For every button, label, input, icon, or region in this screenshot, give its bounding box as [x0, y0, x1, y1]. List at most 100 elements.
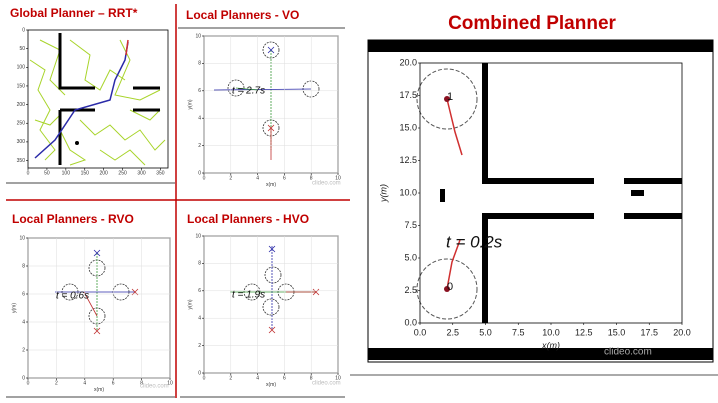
x-axis-label: x(m): [266, 182, 276, 188]
annotation: clideo.com: [312, 381, 341, 387]
x-tick-label: 2.5: [446, 327, 459, 337]
x-axis-label: x(m): [94, 387, 104, 393]
x-tick-label: 15.0: [608, 327, 626, 337]
y-tick-label: 100: [17, 65, 26, 71]
plot-frame: [367, 39, 714, 363]
y-tick-label: 6: [22, 291, 25, 297]
y-tick-label: 250: [17, 121, 26, 127]
x-tick-label: 10: [335, 175, 341, 181]
frame-bar: [368, 40, 713, 52]
y-axis-label: y(m): [187, 99, 193, 109]
panel-title: Combined Planner: [448, 13, 616, 34]
x-tick-label: 5.0: [479, 327, 492, 337]
x-tick-label: 0: [27, 380, 30, 386]
annotation: t = 2.7s: [232, 86, 265, 97]
frame-bar: [368, 348, 713, 360]
x-tick-label: 0.0: [414, 327, 427, 337]
annotation: clideo.com: [604, 347, 652, 358]
y-tick-label: 4: [198, 116, 201, 122]
x-tick-label: 6: [283, 175, 286, 181]
y-tick-label: 200: [17, 102, 26, 108]
combined-scene: [416, 63, 682, 323]
y-tick-label: 0: [198, 170, 201, 176]
y-tick-label: 2: [22, 347, 25, 353]
x-tick-label: 4: [256, 375, 259, 381]
y-tick-label: 4: [22, 319, 25, 325]
y-tick-label: 8: [198, 61, 201, 67]
panel-title: Local Planners - HVO: [187, 212, 309, 226]
y-tick-label: 8: [22, 263, 25, 269]
y-axis-label: y(m): [11, 303, 17, 313]
x-tick-label: 0: [203, 175, 206, 181]
annotation: t = 1.9s: [232, 290, 265, 301]
panel-title: Local Planners - VO: [186, 8, 299, 22]
panel-title: Local Planners - RVO: [12, 212, 134, 226]
x-tick-label: 300: [137, 170, 146, 176]
axes-frame: [27, 29, 169, 169]
rrt-map: [29, 33, 166, 166]
y-tick-label: 350: [17, 158, 26, 164]
x-tick-label: 10: [167, 380, 173, 386]
annotation: 0: [447, 281, 453, 293]
x-tick-label: 7.5: [512, 327, 525, 337]
vo-scene: [213, 41, 320, 160]
x-axis-label: x(m): [541, 340, 560, 350]
x-tick-label: 4: [256, 175, 259, 181]
x-tick-label: 200: [100, 170, 109, 176]
y-tick-label: 5.0: [404, 252, 417, 262]
x-tick-label: 6: [112, 380, 115, 386]
x-tick-label: 8: [140, 380, 143, 386]
x-axis-label: x(m): [266, 382, 276, 388]
annotation: t = 0.6s: [56, 291, 89, 302]
y-tick-label: 20.0: [399, 57, 417, 67]
y-tick-label: 4: [198, 316, 201, 322]
y-tick-label: 2.5: [404, 285, 417, 295]
y-tick-label: 10: [195, 233, 201, 239]
x-tick-label: 8: [310, 375, 313, 381]
y-tick-label: 0.0: [404, 317, 417, 327]
y-tick-label: 50: [19, 46, 25, 52]
x-tick-label: 12.5: [575, 327, 593, 337]
y-tick-label: 0: [22, 27, 25, 33]
annotation: 1: [447, 91, 453, 103]
x-tick-label: 50: [44, 170, 50, 176]
x-tick-label: 0: [27, 170, 30, 176]
x-tick-label: 250: [118, 170, 127, 176]
y-tick-label: 2: [198, 343, 201, 349]
y-tick-label: 12.5: [399, 155, 417, 165]
y-tick-label: 10.0: [399, 187, 417, 197]
annotation: clideo.com: [312, 181, 341, 187]
y-tick-label: 6: [198, 88, 201, 94]
y-tick-label: 8: [198, 261, 201, 267]
x-tick-label: 2: [229, 375, 232, 381]
x-tick-label: 10: [335, 375, 341, 381]
x-tick-label: 17.5: [640, 327, 658, 337]
y-tick-label: 7.5: [404, 220, 417, 230]
y-tick-label: 10: [19, 235, 25, 241]
y-tick-label: 15.0: [399, 122, 417, 132]
x-tick-label: 6: [283, 375, 286, 381]
y-tick-label: 6: [198, 288, 201, 294]
x-tick-label: 150: [81, 170, 90, 176]
y-tick-label: 17.5: [399, 90, 417, 100]
y-tick-label: 150: [17, 83, 26, 89]
panel-title: Global Planner – RRT*: [10, 6, 138, 20]
y-tick-label: 0: [22, 375, 25, 381]
y-tick-label: 2: [198, 143, 201, 149]
annotation: clideo.com: [140, 384, 169, 390]
y-tick-label: 300: [17, 139, 26, 145]
x-tick-label: 0: [203, 375, 206, 381]
x-tick-label: 8: [310, 175, 313, 181]
x-tick-label: 20.0: [673, 327, 691, 337]
y-axis-label: y(m): [187, 299, 193, 309]
y-tick-label: 0: [198, 370, 201, 376]
y-tick-label: 10: [195, 33, 201, 39]
x-tick-label: 4: [83, 380, 86, 386]
y-axis-label: y(m): [378, 184, 388, 203]
x-tick-label: 2: [55, 380, 58, 386]
x-tick-label: 100: [62, 170, 71, 176]
annotation: t = 0.2s: [446, 232, 503, 251]
hvo-scene: [230, 245, 320, 334]
x-tick-label: 350: [156, 170, 165, 176]
